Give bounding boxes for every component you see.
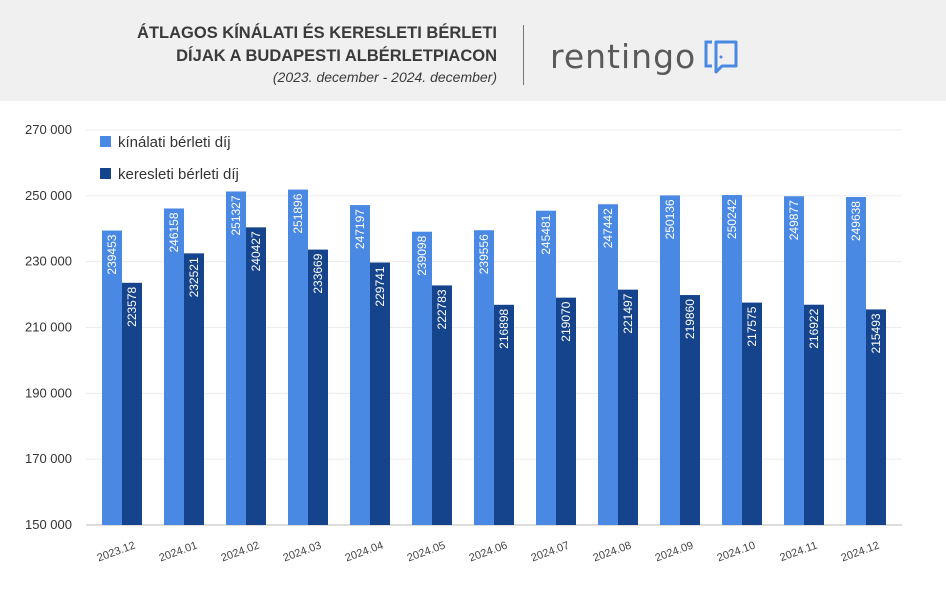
- data-label: 232521: [187, 257, 201, 297]
- data-label: 246158: [167, 212, 181, 252]
- bar-demand: [122, 282, 142, 525]
- x-tick-label: 2024.11: [778, 540, 819, 565]
- x-tick-label: 2024.07: [530, 540, 571, 565]
- x-tick-label: 2024.01: [158, 540, 199, 565]
- x-tick-label: 2023.12: [96, 540, 137, 565]
- bar-demand: [308, 249, 328, 525]
- bar-demand: [866, 309, 886, 525]
- x-tick-label: 2024.03: [282, 540, 323, 565]
- legend-item: kínálati bérleti díj: [100, 134, 231, 151]
- data-label: 247442: [601, 208, 615, 248]
- x-tick-label: 2024.12: [840, 540, 881, 565]
- bar-demand: [494, 304, 514, 525]
- bar-demand: [370, 262, 390, 525]
- bar-demand: [804, 304, 824, 525]
- data-label: 245481: [539, 214, 553, 254]
- x-tick-label: 2024.09: [654, 540, 695, 565]
- x-tick-label: 2024.05: [406, 540, 447, 565]
- legend-swatch: [100, 136, 111, 147]
- legend-swatch: [100, 168, 111, 179]
- legend-item: keresleti bérleti díj: [100, 166, 239, 183]
- bar-demand: [556, 297, 576, 525]
- bar-offered: [226, 191, 246, 526]
- bar-offered: [288, 189, 308, 525]
- data-label: 247197: [353, 209, 367, 249]
- data-label: 219860: [683, 299, 697, 339]
- legend-label: kínálati bérleti díj: [118, 134, 231, 151]
- x-tick-label: 2024.10: [716, 540, 757, 565]
- bar-offered: [722, 195, 742, 525]
- data-label: 239098: [415, 235, 429, 275]
- bar-offered: [784, 196, 804, 525]
- bar-offered: [102, 230, 122, 525]
- logo-text: rentingo: [550, 36, 697, 76]
- data-label: 240427: [249, 231, 263, 271]
- door-icon: [704, 40, 738, 74]
- bar-offered: [536, 210, 556, 525]
- x-tick-label: 2024.08: [592, 540, 633, 565]
- bar-demand: [432, 285, 452, 525]
- data-label: 233669: [311, 253, 325, 293]
- data-label: 250242: [725, 199, 739, 239]
- y-tick-label: 190 000: [25, 385, 72, 400]
- bar-demand: [680, 295, 700, 525]
- bar-demand: [246, 227, 266, 525]
- header-banner: ÁTLAGOS KÍNÁLATI ÉS KERESLETI BÉRLETI DÍ…: [0, 0, 946, 101]
- bar-offered: [660, 195, 680, 525]
- data-label: 250136: [663, 199, 677, 239]
- y-tick-label: 210 000: [25, 320, 72, 335]
- chart-title-line2: DÍJAK A BUDAPESTI ALBÉRLETPIACON: [176, 47, 497, 65]
- chart-subtitle: (2023. december - 2024. december): [272, 69, 497, 85]
- data-label: 223578: [125, 286, 139, 326]
- bar-offered: [350, 205, 370, 525]
- header-divider: [523, 25, 524, 85]
- legend-label: keresleti bérleti díj: [118, 166, 239, 183]
- data-label: 216898: [497, 308, 511, 348]
- bar-demand: [184, 253, 204, 525]
- data-label: 239556: [477, 234, 491, 274]
- rentingo-logo: rentingo: [550, 36, 742, 76]
- data-label: 216922: [807, 308, 821, 348]
- y-tick-label: 250 000: [25, 188, 72, 203]
- chart-title-line1: ÁTLAGOS KÍNÁLATI ÉS KERESLETI BÉRLETI: [137, 24, 497, 42]
- data-label: 219070: [559, 301, 573, 341]
- data-label: 251896: [291, 193, 305, 233]
- data-label: 229741: [373, 266, 387, 306]
- data-label: 221497: [621, 293, 635, 333]
- data-label: 222783: [435, 289, 449, 329]
- y-tick-label: 150 000: [25, 517, 72, 532]
- data-label: 217575: [745, 306, 759, 346]
- bar-offered: [598, 204, 618, 525]
- data-label: 215493: [869, 313, 883, 353]
- data-label: 239453: [105, 234, 119, 274]
- x-tick-label: 2024.04: [344, 540, 385, 565]
- data-label: 251327: [229, 195, 243, 235]
- y-tick-label: 170 000: [25, 451, 72, 466]
- bar-offered: [164, 208, 184, 525]
- x-tick-label: 2024.06: [468, 540, 509, 565]
- x-tick-label: 2024.02: [220, 540, 261, 565]
- data-label: 249638: [849, 201, 863, 241]
- y-tick-label: 230 000: [25, 254, 72, 269]
- bar-offered: [846, 197, 866, 526]
- data-label: 249877: [787, 200, 801, 240]
- bar-demand: [618, 289, 638, 525]
- bar-offered: [474, 230, 494, 526]
- bar-offered: [412, 231, 432, 525]
- y-tick-label: 270 000: [25, 122, 72, 137]
- bar-demand: [742, 302, 762, 525]
